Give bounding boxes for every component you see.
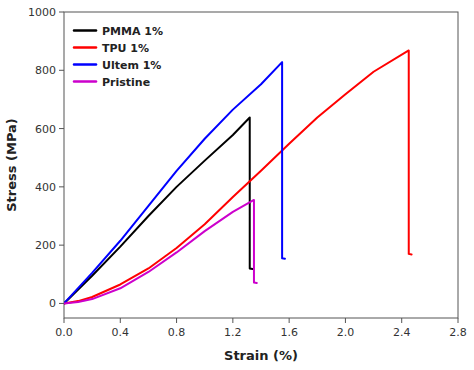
x-tick [176, 318, 177, 323]
x-tick [458, 318, 459, 323]
series-line [64, 62, 285, 303]
y-tick-label: 800 [35, 64, 56, 77]
y-axis-title: Stress (MPa) [4, 118, 19, 212]
legend: PMMA 1% TPU 1% Ultem 1% Pristine [74, 25, 163, 89]
legend-swatch [74, 80, 96, 83]
x-tick-label: 1.2 [224, 326, 242, 339]
y-tick [59, 128, 64, 129]
x-tick-label: 0.0 [55, 326, 73, 339]
x-tick-label: 1.6 [280, 326, 298, 339]
x-tick [232, 318, 233, 323]
x-tick [120, 318, 121, 323]
plot-area [64, 50, 412, 303]
x-tick-label: 2.8 [449, 326, 467, 339]
legend-label: Pristine [102, 76, 150, 89]
y-tick [59, 303, 64, 304]
x-tick-label: 0.8 [168, 326, 186, 339]
y-tick-label: 0 [49, 297, 56, 310]
x-tick-label: 2.4 [393, 326, 411, 339]
legend-swatch [74, 29, 96, 32]
legend-label: Ultem 1% [102, 59, 161, 72]
legend-label: TPU 1% [102, 42, 149, 55]
x-axis-title: Strain (%) [224, 348, 298, 363]
plot-frame [64, 12, 458, 318]
series-line [64, 50, 412, 303]
legend-swatch [74, 46, 96, 49]
x-tick [345, 318, 346, 323]
series-line [64, 118, 253, 304]
y-tick [59, 186, 64, 187]
y-tick [59, 70, 64, 71]
y-tick-label: 400 [35, 181, 56, 194]
y-tick-label: 600 [35, 123, 56, 136]
x-tick [289, 318, 290, 323]
x-tick-label: 2.0 [337, 326, 355, 339]
legend-swatch [74, 63, 96, 66]
x-tick [401, 318, 402, 323]
y-tick-label: 200 [35, 239, 56, 252]
y-tick [59, 12, 64, 13]
x-tick-label: 0.4 [112, 326, 130, 339]
legend-label: PMMA 1% [102, 25, 163, 38]
y-tick [59, 245, 64, 246]
series-line [64, 200, 257, 303]
x-tick [64, 318, 65, 323]
y-tick-label: 1000 [28, 6, 56, 19]
chart: 0.0 0.4 0.8 1.2 1.6 2.0 2.4 2.8 0 200 400 600 800 100… [0, 0, 474, 370]
